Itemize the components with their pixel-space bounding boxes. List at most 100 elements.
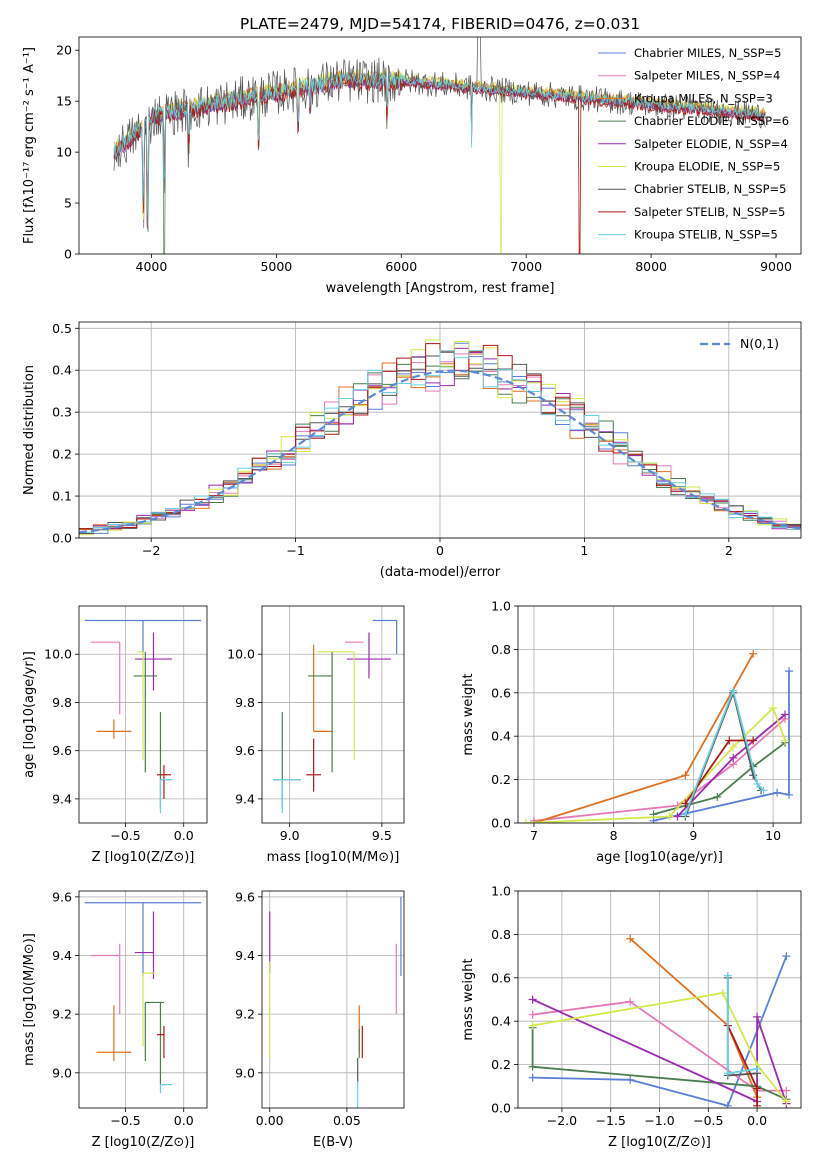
y-tick-label: 0.2 <box>491 772 511 787</box>
weight-marker <box>528 1010 537 1019</box>
x-axis-label: age [log10(age/yr)] <box>596 850 723 865</box>
x-tick-label: 7 <box>530 828 538 843</box>
y-tick-label: 0.5 <box>52 321 72 336</box>
weight-marker <box>665 812 674 821</box>
x-axis-label: (data-model)/error <box>380 565 501 580</box>
legend-label: Salpeter MILES, N_SSP=4 <box>634 69 780 83</box>
plot-area <box>84 902 202 1094</box>
weight-line <box>533 653 754 823</box>
y-tick-label: 9.4 <box>235 948 255 963</box>
x-tick-label: 8000 <box>635 259 667 274</box>
weight-marker <box>773 788 782 797</box>
y-tick-label: 9.2 <box>235 1007 255 1022</box>
x-tick-label: 9.0 <box>280 828 300 843</box>
weight-marker <box>723 1101 732 1108</box>
x-tick-label: 1 <box>580 543 588 558</box>
plot-area <box>79 339 801 538</box>
figure-title: PLATE=2479, MJD=54174, FIBERID=0476, z=0… <box>240 15 640 33</box>
plot-frame <box>78 36 802 255</box>
x-tick-label: 9.5 <box>372 828 392 843</box>
x-tick-label: 9 <box>689 828 697 843</box>
y-tick-label: 0.0 <box>491 1101 511 1116</box>
y-tick-label: 0.1 <box>52 489 72 504</box>
weight-line <box>531 1027 787 1101</box>
weight-marker <box>785 667 794 676</box>
x-tick-label: 0.0 <box>174 828 194 843</box>
weight-line <box>684 689 765 815</box>
normal-reference-curve <box>79 369 801 534</box>
x-tick-label: 0 <box>436 543 444 558</box>
x-axis-label: Z [log10(Z/Z⊙)] <box>92 1135 195 1150</box>
spectrum-panel: 4000 5000 6000 7000 8000 9000 0 5 10 15 20 waveleng… <box>22 36 802 296</box>
y-tick-label: 10.0 <box>227 647 255 662</box>
y-tick-label: 10.0 <box>44 647 72 662</box>
weight-marker <box>529 819 538 823</box>
z-vs-mass-panel: −0.5 0.0 9.0 9.2 9.4 9.6 Z [log10(Z/Z⊙)] mass [… <box>22 889 208 1150</box>
weight-marker <box>781 710 790 719</box>
y-tick-label: 9.8 <box>52 695 72 710</box>
y-tick-label: 9.8 <box>235 695 255 710</box>
y-tick-label: 20 <box>56 43 72 58</box>
plot-frame <box>517 605 802 824</box>
legend-label: Chabrier MILES, N_SSP=5 <box>634 46 781 60</box>
weight-marker <box>723 971 732 980</box>
weight-marker <box>729 753 738 762</box>
weight-marker <box>781 736 790 745</box>
weight-line <box>533 718 786 822</box>
weight-marker <box>753 779 762 788</box>
weight-marker <box>759 786 768 795</box>
y-tick-label: 9.6 <box>52 743 72 758</box>
weight-marker <box>528 1062 537 1071</box>
y-axis-label: Normed distribution <box>22 365 37 495</box>
spectrum-line <box>113 75 766 254</box>
y-tick-label: 9.0 <box>52 1065 72 1080</box>
legend-label: Kroupa ELODIE, N_SSP=5 <box>634 160 780 174</box>
x-tick-label: 7000 <box>510 259 542 274</box>
spectrum-line <box>113 71 766 227</box>
x-tick-label: 0.05 <box>333 1113 361 1128</box>
y-tick-label: 9.6 <box>235 889 255 904</box>
y-tick-label: 9.6 <box>235 743 255 758</box>
weight-marker <box>753 1012 762 1021</box>
y-tick-label: 0.2 <box>491 1057 511 1072</box>
x-tick-label: −1 <box>286 543 304 558</box>
z-vs-age-panel: −0.5 0.0 9.4 9.6 9.8 10.0 Z [log10(Z/Z⊙)] age [… <box>22 605 208 865</box>
weight-marker <box>725 736 734 745</box>
plot-area <box>521 649 794 823</box>
y-tick-label: 0.2 <box>52 447 72 462</box>
weight-marker <box>749 736 758 745</box>
weight-line <box>525 707 786 823</box>
y-tick-label: 9.6 <box>52 889 72 904</box>
weight-line <box>532 1000 787 1092</box>
plot-frame <box>78 890 208 1109</box>
legend-label: Salpeter STELIB, N_SSP=5 <box>634 205 785 219</box>
weight-marker <box>521 819 530 823</box>
weight-marker <box>723 1069 732 1078</box>
weight-marker <box>782 1086 791 1095</box>
x-tick-label: −1.0 <box>644 1113 674 1128</box>
y-tick-label: 0.6 <box>491 685 511 700</box>
legend-label: N(0,1) <box>740 336 779 351</box>
y-tick-label: 0.8 <box>491 927 511 942</box>
y-tick-label: 0.4 <box>52 363 72 378</box>
weight-marker <box>749 649 758 658</box>
y-axis-label: mass weight <box>461 958 476 1040</box>
x-tick-label: −1.5 <box>596 1113 626 1128</box>
x-tick-label: 6000 <box>385 259 417 274</box>
z-vs-mass-weight-panel: −2.0 −1.5 −1.0 −0.5 0.0 0.0 0.2 0.4 0.6 0.8 1.0 Z [… <box>461 884 802 1150</box>
weight-marker <box>769 703 778 712</box>
legend-label: Chabrier ELODIE, N_SSP=6 <box>634 114 789 128</box>
y-tick-label: 0.8 <box>491 642 511 657</box>
x-tick-label: −0.5 <box>110 828 140 843</box>
weight-marker <box>673 812 682 821</box>
weight-marker <box>681 771 690 780</box>
weight-marker <box>626 997 635 1006</box>
weight-marker <box>729 686 738 695</box>
legend-label: Chabrier STELIB, N_SSP=5 <box>634 182 786 196</box>
y-axis-label: mass weight <box>461 673 476 755</box>
plot-area <box>113 37 766 254</box>
weight-line <box>532 992 788 1103</box>
y-tick-label: 9.0 <box>235 1065 255 1080</box>
y-tick-label: 0.6 <box>491 970 511 985</box>
